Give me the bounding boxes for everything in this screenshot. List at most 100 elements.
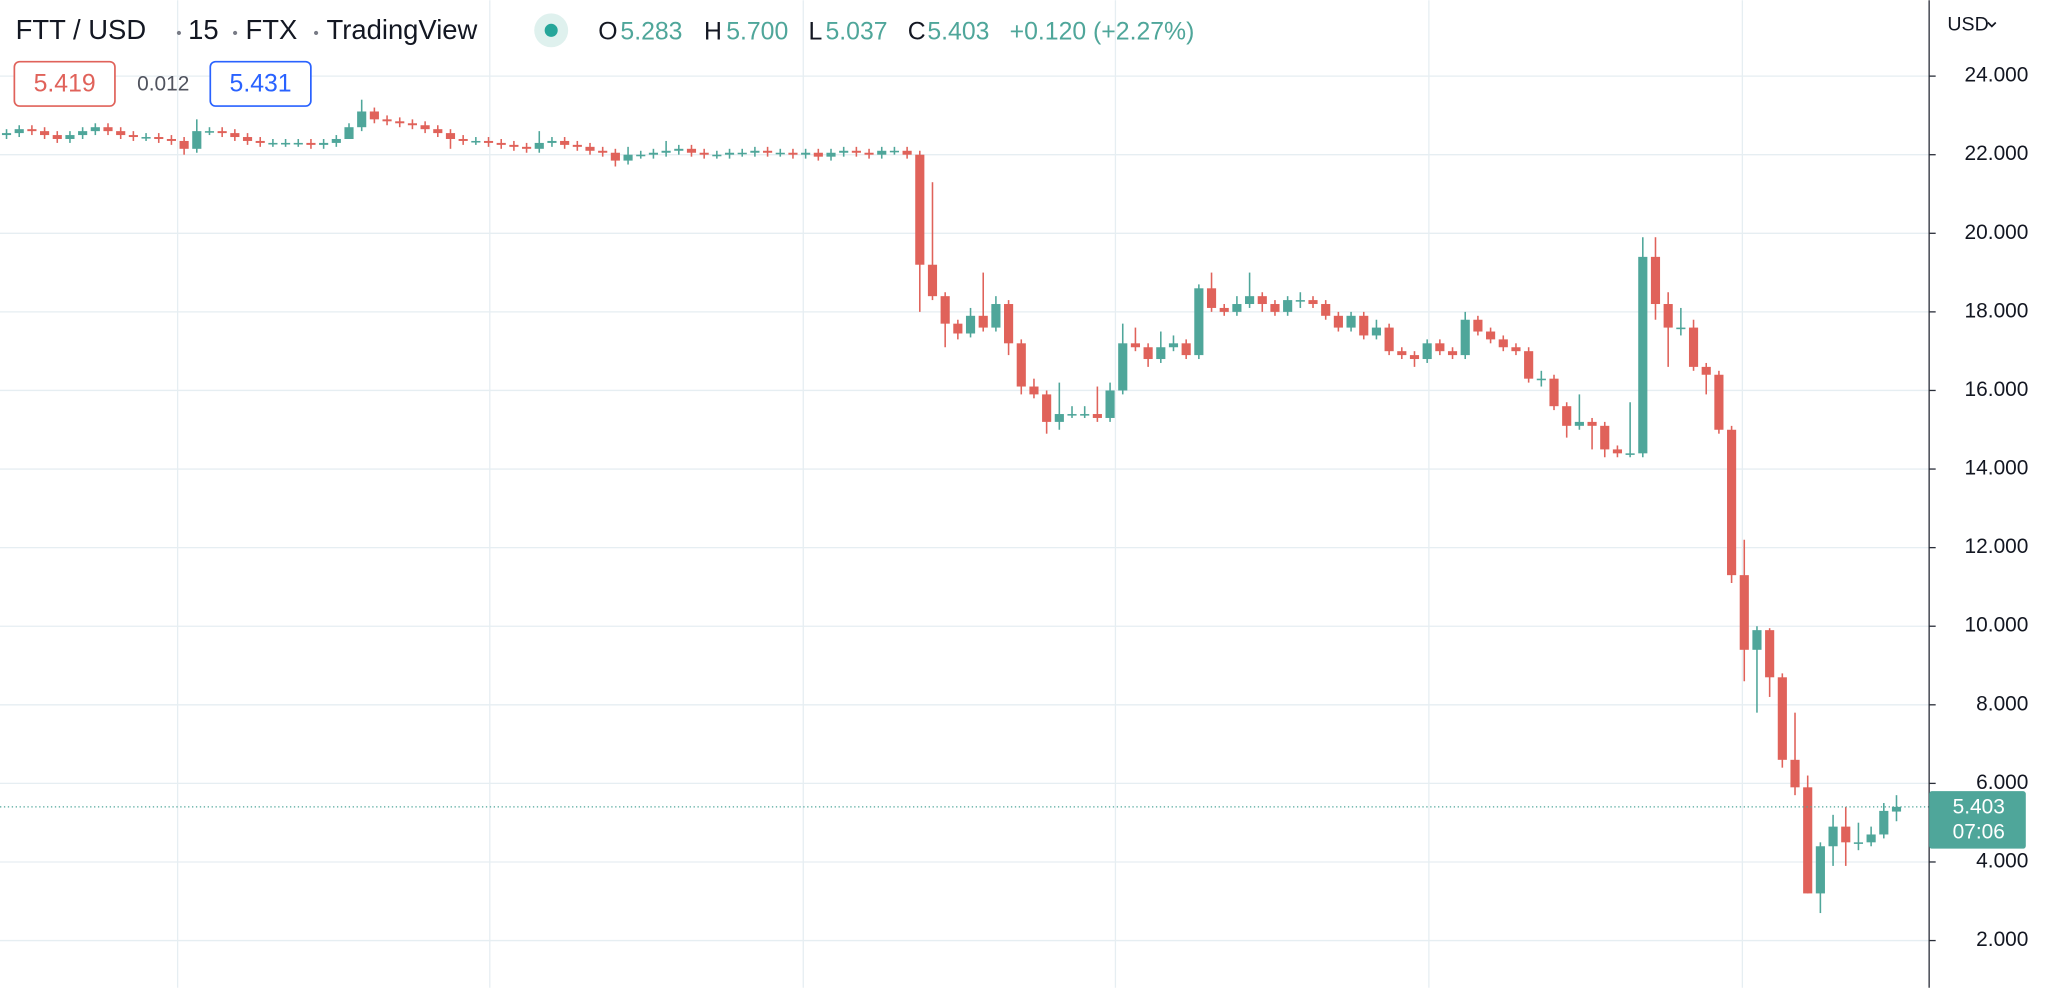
c-label: C (908, 18, 926, 45)
candle-body (1168, 343, 1179, 348)
candle-body (1156, 347, 1166, 360)
candle-body (1676, 327, 1686, 330)
candle-body (40, 131, 50, 136)
last-price-label: 5.403 (1953, 796, 2005, 819)
candle-body (1308, 300, 1318, 305)
candle-body (648, 152, 659, 155)
candle-body (357, 111, 367, 128)
candle-body (1879, 810, 1889, 835)
candle-body (27, 129, 37, 132)
candle-body (889, 150, 900, 153)
candle-body (1765, 630, 1775, 678)
candle-body (1663, 304, 1673, 328)
candle-body (1206, 288, 1217, 308)
candle-body (369, 111, 379, 120)
candle-body (547, 140, 557, 143)
candle-body (801, 152, 811, 155)
candle-body (636, 154, 646, 157)
candle-body (1612, 449, 1623, 454)
candle-body (1333, 315, 1343, 328)
candle-body (1371, 327, 1382, 336)
candle-body (572, 144, 582, 147)
y-tick-label: 22.000 (1965, 142, 2029, 165)
spread: 0.012 (137, 73, 189, 96)
candle-body (65, 135, 75, 139)
candle-body (1346, 315, 1356, 328)
candle-body (306, 142, 316, 145)
candle-body (1194, 288, 1204, 356)
candle-body (433, 129, 443, 134)
candle-body (902, 150, 912, 155)
candle-body (230, 133, 240, 138)
legend-header: FTT / USD 15 FTX TradingView O 5.283 H 5… (13, 13, 1194, 107)
candle-body (1815, 846, 1825, 894)
candle-body (1004, 304, 1014, 344)
candle-body (141, 137, 151, 139)
candle-body (1321, 304, 1331, 316)
candle-body (90, 127, 100, 132)
candle-body (978, 315, 988, 328)
candle-body (1841, 826, 1851, 843)
candle-body (534, 142, 544, 149)
candle-body (1752, 630, 1762, 650)
candle-body (699, 152, 709, 155)
candle-body (1498, 339, 1508, 348)
candle-body (1460, 319, 1470, 356)
y-tick-label: 24.000 (1965, 64, 2029, 87)
candle-body (965, 315, 976, 334)
price-axis: 2.000 4.000 6.000 8.000 10.000 12.000 14.000 16… (1929, 64, 2028, 951)
y-tick-label: 6.000 (1976, 771, 2028, 794)
candle-body (737, 152, 747, 155)
c-value: 5.403 (927, 18, 989, 45)
candle-body (1587, 421, 1597, 426)
ask[interactable]: 5.431 (230, 71, 292, 98)
candle-body (991, 304, 1001, 328)
candle-body (1143, 347, 1153, 360)
candle-body (1866, 834, 1876, 843)
candle-body (1270, 304, 1280, 312)
candle-body (788, 152, 798, 155)
candle-body (1447, 351, 1458, 356)
time-grid (176, 0, 1744, 988)
currency-caret[interactable] (1987, 21, 1997, 28)
candle-body (1232, 304, 1242, 312)
candle-body (179, 140, 189, 149)
l-label: L (808, 18, 822, 45)
symbol: FTT / USD (16, 14, 146, 45)
candle-body (915, 154, 925, 265)
candle-body (1029, 386, 1039, 395)
candle-body (1105, 390, 1115, 418)
candle-body (560, 140, 570, 145)
candle-body (458, 138, 468, 141)
candle-body (1080, 414, 1090, 416)
bid-box[interactable] (13, 60, 116, 107)
ask-box[interactable] (209, 60, 312, 107)
candle-body (166, 138, 176, 141)
y-tick-label: 20.000 (1965, 221, 2029, 244)
candle-body (1549, 378, 1559, 407)
candle-body (1790, 759, 1800, 788)
candle-body (1283, 300, 1293, 312)
candle-body (750, 150, 760, 153)
separator (176, 30, 182, 36)
candle-body (1574, 421, 1584, 426)
candle-body (610, 152, 620, 161)
candle-body (1054, 414, 1064, 422)
y-tick-label: 4.000 (1976, 849, 2028, 872)
candle-body (204, 131, 215, 133)
candle-body (1891, 806, 1902, 812)
separator (233, 30, 238, 36)
candle-body (1803, 787, 1813, 894)
currency-label[interactable]: USD (1947, 13, 1988, 35)
bid[interactable]: 5.419 (34, 71, 96, 98)
candle-body (1397, 351, 1407, 356)
candle-body (268, 142, 278, 145)
candle-body (14, 129, 24, 134)
candle-body (52, 135, 62, 139)
candle-body (826, 152, 836, 157)
candle-body (1130, 343, 1141, 348)
source: TradingView (327, 14, 478, 45)
